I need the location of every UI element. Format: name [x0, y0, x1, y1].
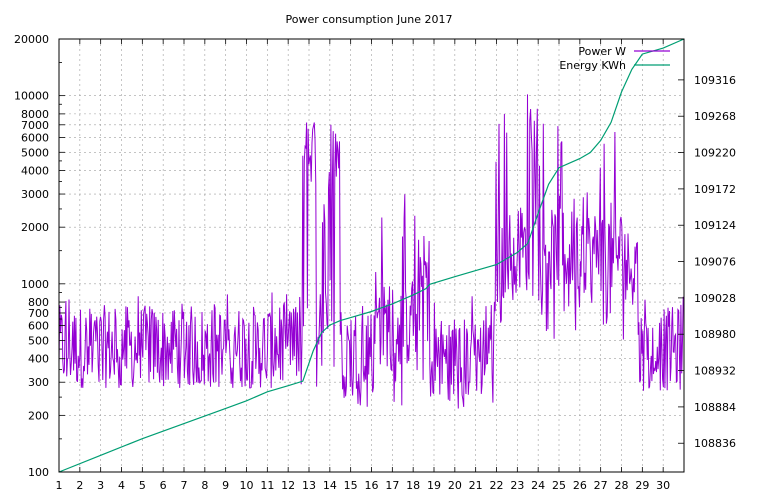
- y-left-tick-label: 500: [28, 334, 49, 347]
- y-left-tick-label: 10000: [14, 90, 49, 103]
- legend-energy-label: Energy KWh: [559, 59, 626, 72]
- y-left-tick-label: 5000: [21, 146, 49, 159]
- x-tick-label: 15: [344, 479, 358, 492]
- y-right-tick-label: 109172: [694, 183, 736, 196]
- x-tick-label: 8: [201, 479, 208, 492]
- x-axis-ticks: 1 2 3 4 5 6 7 8 9 10 11 12 13 14 15 16 17 18 19 20 21 22 23 24 2…: [56, 39, 670, 492]
- y-right-tick-label: 109220: [694, 147, 736, 160]
- y-right-tick-label: 109028: [694, 292, 736, 305]
- x-tick-label: 21: [469, 479, 483, 492]
- x-tick-label: 13: [302, 479, 316, 492]
- y-left-tick-label: 300: [28, 376, 49, 389]
- y-right-tick-label: 108884: [694, 401, 736, 414]
- x-tick-label: 12: [281, 479, 295, 492]
- x-tick-label: 20: [448, 479, 462, 492]
- x-tick-label: 14: [323, 479, 337, 492]
- power-series: [58, 94, 684, 409]
- y-right-tick-label: 109268: [694, 110, 736, 123]
- y-left-tick-label: 6000: [21, 131, 49, 144]
- y-left-tick-label: 2000: [21, 221, 49, 234]
- x-tick-label: 2: [76, 479, 83, 492]
- x-tick-label: 24: [531, 479, 545, 492]
- x-tick-label: 27: [594, 479, 608, 492]
- y-left-tick-label: 7000: [21, 119, 49, 132]
- energy-line: [58, 38, 685, 473]
- x-tick-label: 7: [181, 479, 188, 492]
- x-tick-label: 10: [240, 479, 254, 492]
- x-tick-label: 9: [222, 479, 229, 492]
- energy-series: [58, 38, 685, 473]
- y-right-tick-label: 109076: [694, 256, 736, 269]
- x-tick-label: 5: [139, 479, 146, 492]
- x-tick-label: 6: [160, 479, 167, 492]
- x-tick-label: 18: [406, 479, 420, 492]
- x-tick-label: 19: [427, 479, 441, 492]
- x-tick-label: 4: [118, 479, 125, 492]
- y-right-tick-label: 109124: [694, 219, 736, 232]
- legend: Power W Energy KWh: [559, 45, 670, 72]
- y-right-tick-label: 108932: [694, 365, 736, 378]
- y-left-tick-label: 800: [28, 296, 49, 309]
- y-left-tick-label: 8000: [21, 108, 49, 121]
- y-right-axis-ticks: 108836 108884 108932 108980 109028 109076 1091…: [678, 74, 736, 450]
- y-left-tick-label: 20000: [14, 33, 49, 46]
- y-right-tick-label: 109316: [694, 74, 736, 87]
- y-left-tick-label: 100: [28, 466, 49, 479]
- y-left-tick-label: 200: [28, 409, 49, 422]
- x-tick-label: 17: [385, 479, 399, 492]
- x-tick-label: 3: [97, 479, 104, 492]
- x-tick-label: 16: [365, 479, 379, 492]
- x-tick-label: 28: [615, 479, 629, 492]
- y-left-tick-label: 400: [28, 353, 49, 366]
- x-tick-label: 11: [260, 479, 274, 492]
- y-left-tick-label: 4000: [21, 165, 49, 178]
- power-line: [58, 94, 684, 409]
- x-tick-label: 1: [56, 479, 63, 492]
- x-tick-label: 30: [656, 479, 670, 492]
- x-tick-label: 29: [635, 479, 649, 492]
- x-tick-label: 26: [573, 479, 587, 492]
- chart-title: Power consumption June 2017: [286, 13, 453, 26]
- x-tick-label: 25: [552, 479, 566, 492]
- legend-power-label: Power W: [578, 45, 626, 58]
- y-left-tick-label: 700: [28, 307, 49, 320]
- y-right-tick-label: 108980: [694, 328, 736, 341]
- y-right-tick-label: 108836: [694, 437, 736, 450]
- x-tick-label: 22: [490, 479, 504, 492]
- y-left-tick-label: 600: [28, 320, 49, 333]
- x-tick-label: 23: [510, 479, 524, 492]
- y-left-tick-label: 1000: [21, 278, 49, 291]
- y-left-tick-label: 3000: [21, 188, 49, 201]
